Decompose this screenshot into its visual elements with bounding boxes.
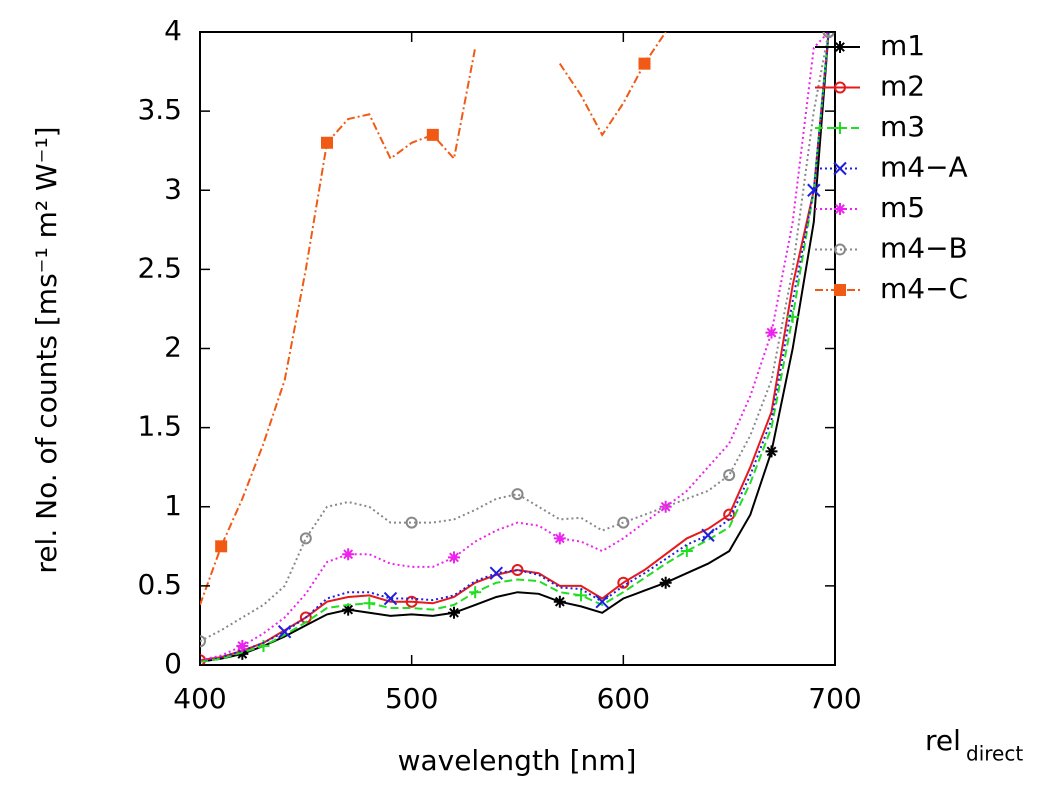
- marker: [834, 41, 846, 53]
- marker: [807, 183, 821, 197]
- marker: [822, 32, 835, 38]
- marker: [200, 635, 206, 648]
- legend-label: m4−B: [880, 232, 968, 265]
- y-tick-label: 2.5: [137, 251, 182, 284]
- marker: [277, 625, 292, 639]
- series-line: [200, 32, 830, 662]
- marker: [595, 594, 609, 609]
- marker: [511, 564, 524, 577]
- marker: [701, 528, 715, 542]
- series-line: [200, 32, 830, 643]
- series-line: [200, 32, 830, 662]
- y-tick-label: 4: [164, 14, 182, 47]
- marker: [659, 576, 672, 589]
- marker: [342, 548, 355, 561]
- marker: [448, 606, 460, 619]
- marker: [617, 576, 630, 589]
- marker: [834, 284, 846, 296]
- legend-label: m2: [880, 70, 925, 103]
- y-axis-label: rel. No. of counts [ms⁻¹ m² W⁻¹]: [30, 126, 63, 573]
- marker: [448, 551, 460, 564]
- series-line: [200, 32, 830, 663]
- plot-area: [200, 32, 835, 665]
- x-tick-label: 500: [385, 682, 438, 715]
- marker: [834, 203, 846, 215]
- marker: [765, 445, 778, 458]
- marker: [236, 647, 249, 660]
- series-line: [200, 32, 830, 663]
- marker: [834, 243, 846, 256]
- y-tick-label: 1: [164, 489, 182, 522]
- y-tick-label: 1.5: [137, 410, 182, 443]
- marker: [363, 597, 376, 610]
- marker: [215, 540, 228, 553]
- marker: [426, 128, 439, 141]
- marker: [553, 595, 566, 608]
- marker: [723, 469, 736, 482]
- legend-label: m1: [880, 29, 925, 62]
- marker: [511, 488, 524, 501]
- marker: [489, 566, 504, 580]
- legend-label: m3: [880, 110, 925, 143]
- marker: [834, 122, 846, 134]
- marker: [834, 81, 846, 94]
- y-tick-label: 2: [164, 331, 182, 364]
- y-tick-label: 3: [164, 172, 182, 205]
- marker: [659, 500, 672, 513]
- marker: [680, 545, 693, 558]
- marker: [553, 532, 566, 545]
- y-tick-label: 3.5: [137, 93, 182, 126]
- y-tick-label: 0.5: [137, 568, 182, 601]
- x-axis-label: wavelength [nm]: [398, 744, 637, 777]
- marker: [405, 595, 418, 608]
- marker: [342, 603, 355, 616]
- x-tick-label: 700: [808, 682, 861, 715]
- y-tick-label: 0: [164, 647, 182, 680]
- marker: [236, 640, 249, 653]
- marker: [638, 57, 651, 70]
- marker: [833, 161, 847, 176]
- marker: [405, 516, 418, 529]
- marker: [786, 310, 799, 323]
- annotation-subscript: direct: [966, 742, 1023, 766]
- legend-label: m4−A: [880, 151, 968, 184]
- x-tick-label: 600: [597, 682, 650, 715]
- legend-label: m4−C: [880, 272, 968, 305]
- marker: [321, 136, 333, 149]
- marker: [575, 589, 587, 602]
- marker: [765, 326, 778, 339]
- marker: [469, 586, 482, 599]
- legend-label: m5: [880, 191, 925, 224]
- x-tick-label: 400: [173, 682, 226, 715]
- marker: [617, 516, 630, 529]
- series-line: [200, 32, 667, 606]
- annotation: rel: [925, 724, 961, 757]
- marker: [299, 532, 312, 545]
- marker: [383, 591, 398, 606]
